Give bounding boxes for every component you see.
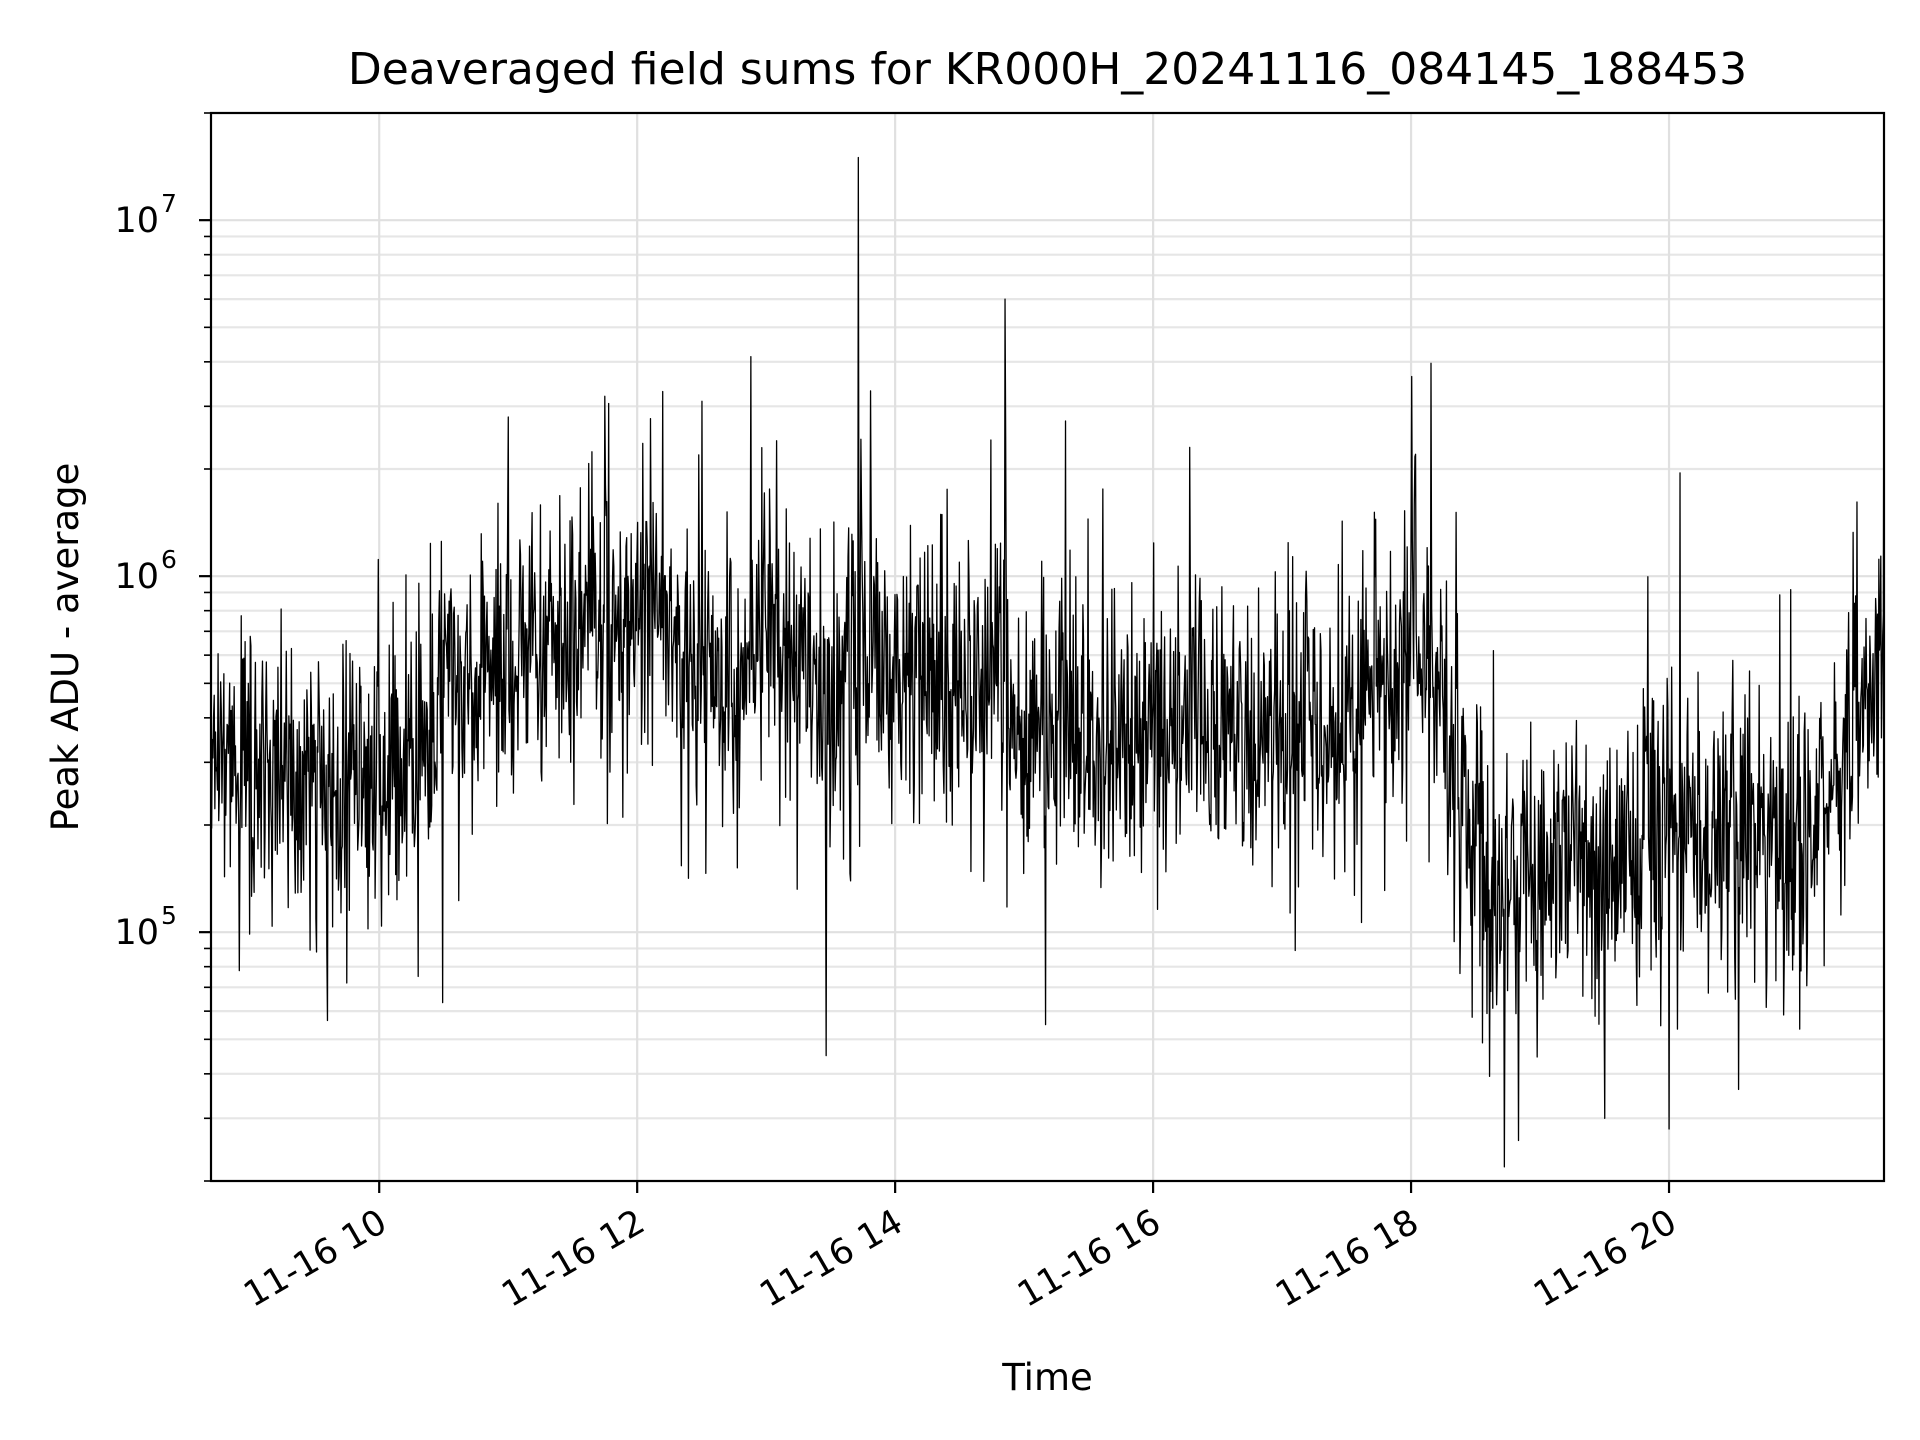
series-layer [210, 156, 1885, 1168]
y-tick-label: 10 [114, 201, 159, 241]
y-tick-exponent: 6 [161, 545, 177, 574]
x-axis-label: Time [1001, 1356, 1093, 1399]
plot-frame [209, 111, 1886, 1183]
series-line [210, 156, 1885, 1168]
chart-title: Deaveraged field sums for KR000H_2024111… [348, 44, 1747, 95]
y-tick-exponent: 7 [161, 189, 177, 218]
y-tick-exponent: 5 [161, 901, 177, 930]
ticks-layer [199, 112, 1671, 1193]
y-tick-label: 10 [114, 913, 159, 953]
y-tick-label: 10 [114, 557, 159, 597]
y-axis-label: Peak ADU - average [44, 463, 87, 832]
